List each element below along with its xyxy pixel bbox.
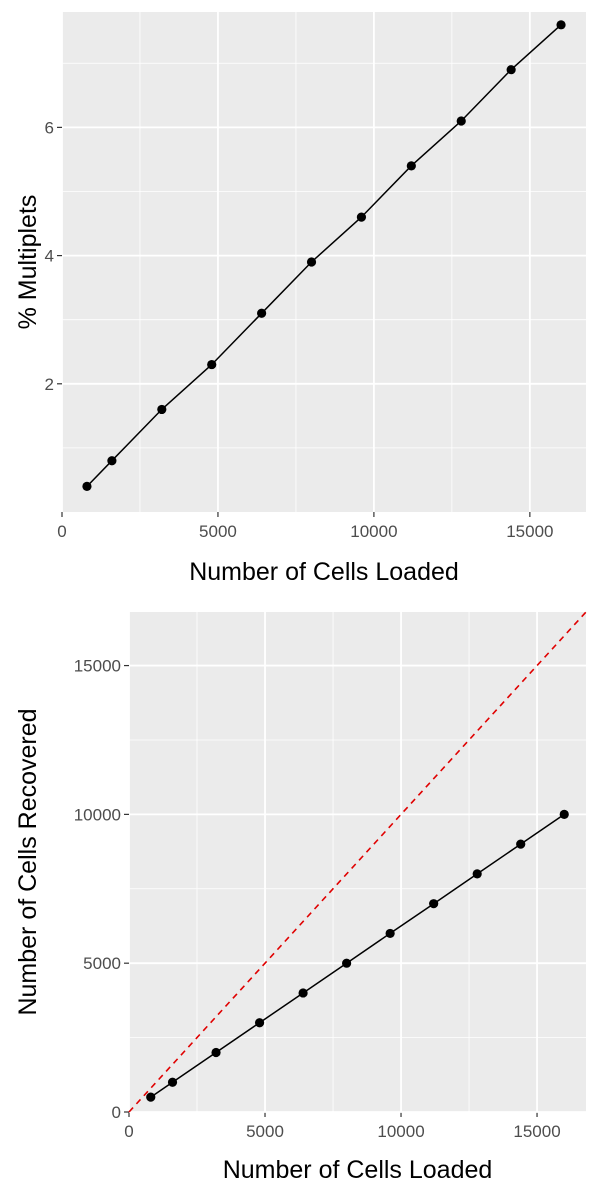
data-point [167, 1077, 178, 1087]
data-point [385, 928, 395, 939]
data-point [257, 308, 267, 318]
data-point [82, 481, 92, 491]
data-point [107, 456, 117, 466]
data-point [559, 809, 569, 819]
data-point [342, 958, 352, 968]
data-point [472, 869, 482, 879]
y-axis-title: Number of Cells Recovered [14, 708, 42, 1015]
cells-recovered-chart: 0 5000 10000 15000 0 5000 10000 15000 Number of … [14, 611, 587, 1184]
data-point [556, 20, 566, 30]
multiplets-chart: 0 5000 10000 15000 2 4 6 Number of Cells Loaded… [14, 12, 586, 586]
data-point [356, 212, 367, 222]
x-tick-label: 0 [57, 522, 66, 541]
data-point [298, 988, 308, 998]
data-point [516, 839, 526, 849]
identity-reference-line [128, 611, 587, 1113]
y-axis-title: % Multiplets [14, 195, 42, 330]
y-tick-label: 2 [45, 375, 54, 394]
y-tick-label: 4 [45, 247, 54, 266]
x-tick-label: 15000 [513, 1122, 560, 1141]
x-tick-label: 15000 [506, 522, 553, 541]
data-point [429, 899, 439, 909]
x-tick-label: 10000 [350, 522, 397, 541]
data-point [406, 161, 416, 171]
data-point [146, 1092, 156, 1102]
y-tick-label: 0 [112, 1103, 121, 1122]
x-axis-title: Number of Cells Loaded [189, 558, 459, 586]
y-tick-label: 15000 [74, 657, 121, 676]
data-point [157, 404, 167, 415]
x-tick-label: 5000 [199, 522, 237, 541]
data-point [456, 116, 466, 126]
plot-panel [62, 12, 586, 512]
data-point [506, 65, 516, 75]
y-tick-label: 5000 [83, 954, 121, 973]
x-tick-label: 5000 [246, 1122, 284, 1141]
data-point [211, 1047, 221, 1058]
data-point [306, 257, 317, 267]
x-tick-label: 10000 [377, 1122, 424, 1141]
x-tick-label: 0 [124, 1122, 133, 1141]
x-axis-title: Number of Cells Loaded [223, 1156, 493, 1184]
y-tick-label: 6 [45, 118, 54, 137]
data-point [254, 1018, 265, 1028]
y-tick-label: 10000 [74, 805, 121, 824]
data-point [207, 359, 217, 370]
